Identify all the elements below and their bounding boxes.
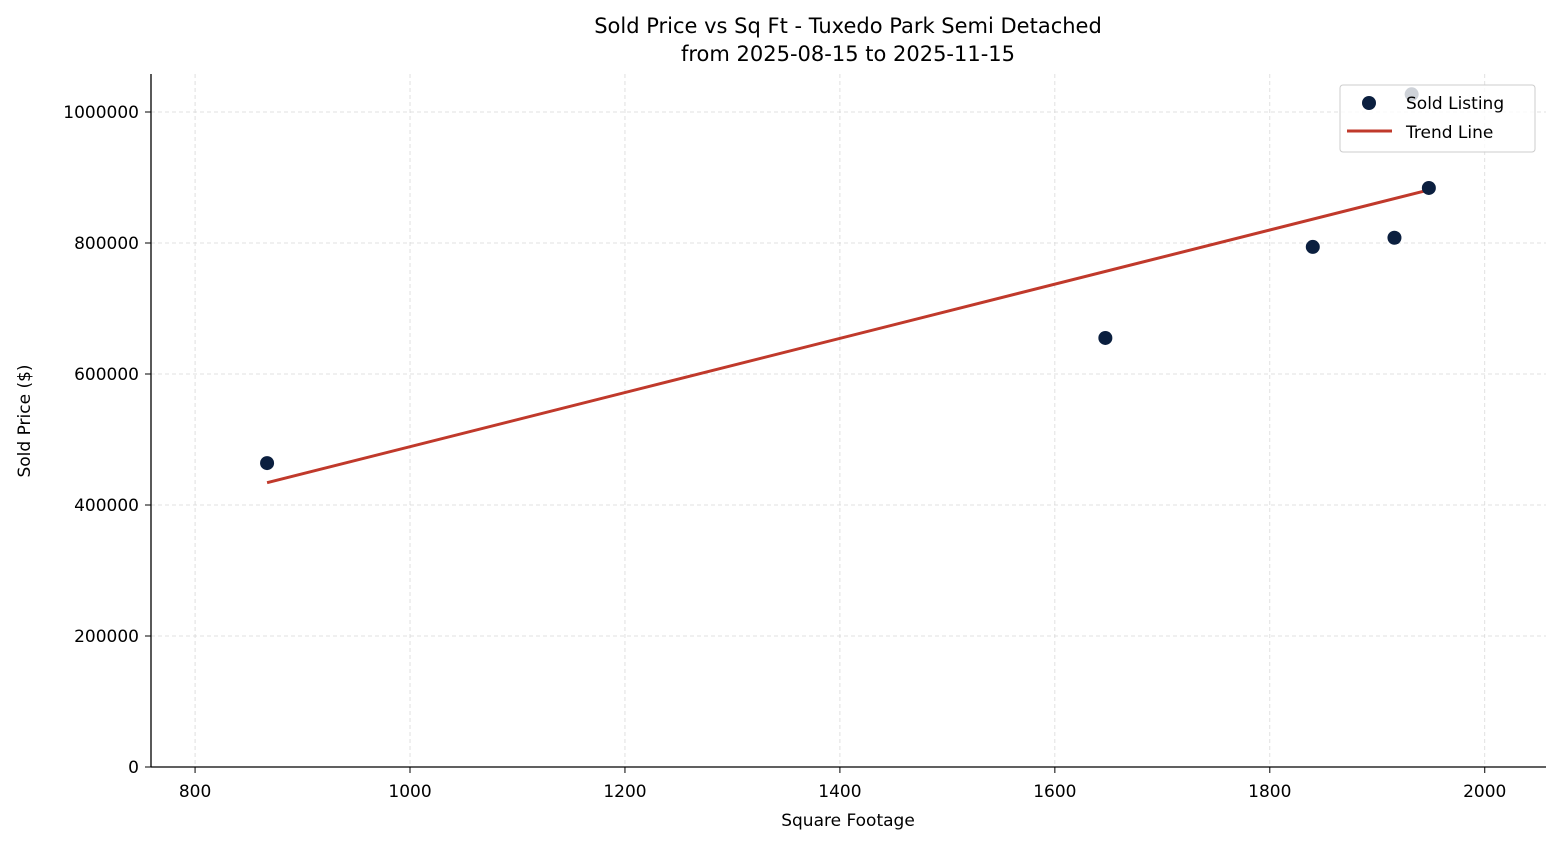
plot-marks <box>260 87 1436 485</box>
legend-marker-sold-listing <box>1362 96 1376 110</box>
x-axis-label: Square Footage <box>781 811 915 831</box>
legend-label-sold-listing: Sold Listing <box>1406 94 1504 114</box>
y-tick-label: 600000 <box>74 365 139 385</box>
y-axis-label: Sold Price ($) <box>15 364 35 477</box>
legend-box <box>1339 84 1536 153</box>
legend: Sold Listing Trend Line <box>1339 84 1536 153</box>
x-tick-label: 1000 <box>388 782 431 802</box>
y-tick-label: 400000 <box>74 496 139 516</box>
x-tick-label: 2000 <box>1463 782 1506 802</box>
y-tick-label: 0 <box>128 758 139 778</box>
y-tick-label: 800000 <box>74 234 139 254</box>
x-tick-label: 1400 <box>818 782 861 802</box>
x-tick-label: 1600 <box>1033 782 1076 802</box>
x-axis-ticks: 800 1000 1200 1400 1600 1800 2000 <box>179 767 1506 802</box>
y-tick-label: 200000 <box>74 627 139 647</box>
data-point <box>1387 230 1402 245</box>
x-tick-label: 1800 <box>1248 782 1291 802</box>
data-point <box>1305 239 1320 254</box>
y-tick-label: 1000000 <box>63 103 139 123</box>
x-tick-label: 800 <box>179 782 211 802</box>
chart-subtitle: from 2025-08-15 to 2025-11-15 <box>681 42 1015 66</box>
chart-title: Sold Price vs Sq Ft - Tuxedo Park Semi D… <box>594 14 1102 38</box>
data-point <box>1098 330 1113 345</box>
grid <box>151 74 1546 767</box>
x-tick-label: 1200 <box>603 782 646 802</box>
legend-label-trend-line: Trend Line <box>1405 123 1493 143</box>
trend-line <box>266 188 1430 485</box>
y-axis-ticks: 0 200000 400000 600000 800000 1000000 <box>63 103 151 778</box>
data-point <box>260 456 275 471</box>
data-point <box>1421 180 1436 195</box>
